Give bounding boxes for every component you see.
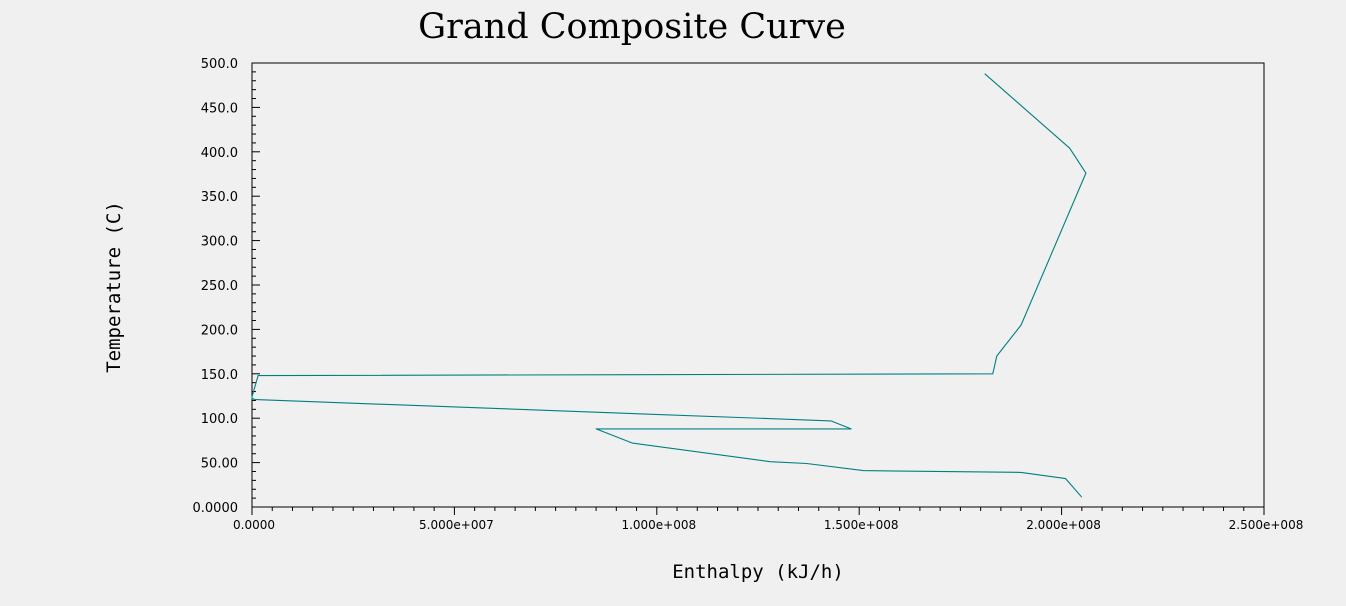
axis-tick-labels: 0.0000 50.00 100.0 150.0 200.0 250.0 300.0 350.… [193, 57, 1304, 532]
series-line [251, 73, 1087, 498]
y-tick-label: 400.0 [201, 146, 238, 161]
y-tick-label: 50.00 [201, 457, 238, 472]
y-axis-title: Temperature (C) [103, 201, 125, 373]
y-tick-label: 200.0 [201, 323, 238, 338]
y-tick-label: 300.0 [201, 235, 238, 250]
y-tick-label: 500.0 [201, 57, 238, 72]
x-tick-label: 1.000e+008 [621, 518, 696, 532]
y-tick-label: 150.0 [201, 368, 238, 383]
y-tick-label: 450.0 [201, 101, 238, 116]
x-tick-label: 2.500e+008 [1229, 518, 1304, 532]
x-tick-label: 1.500e+008 [824, 518, 899, 532]
y-tick-label: 250.0 [201, 279, 238, 294]
x-tick-label: 0.0000 [233, 518, 275, 532]
x-tick-label: 2.000e+008 [1026, 518, 1101, 532]
y-tick-label: 350.0 [201, 190, 238, 205]
axis-ticks [251, 62, 1265, 515]
y-tick-label: 0.0000 [193, 501, 239, 516]
x-tick-label: 5.000e+007 [419, 518, 494, 532]
plot-frame [251, 62, 1265, 508]
y-tick-label: 100.0 [201, 412, 238, 427]
x-axis-title: Enthalpy (kJ/h) [672, 561, 844, 583]
chart-title: Grand Composite Curve [418, 7, 846, 47]
series-layer [251, 73, 1087, 498]
